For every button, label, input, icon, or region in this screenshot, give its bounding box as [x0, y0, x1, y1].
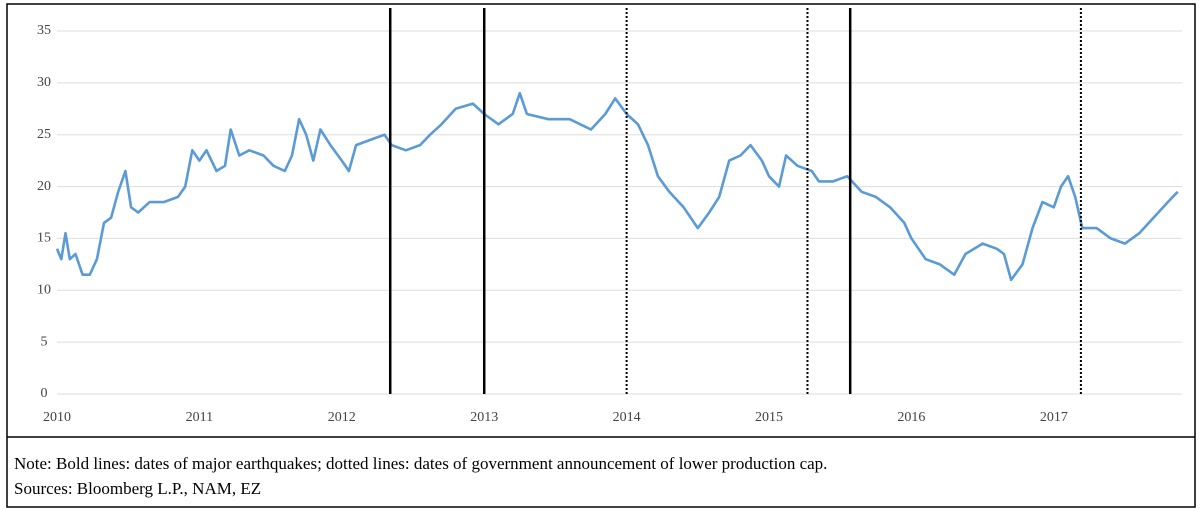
x-tick-label: 2013	[470, 410, 498, 425]
x-tick-label: 2016	[897, 410, 925, 425]
x-tick-label: 2012	[328, 410, 356, 425]
x-tick-label: 2010	[43, 410, 71, 425]
x-tick-label: 2017	[1040, 410, 1068, 425]
y-tick-label: 35	[37, 23, 51, 38]
y-tick-label: 10	[37, 283, 51, 298]
x-tick-label: 2014	[613, 410, 641, 425]
y-tick-label: 15	[37, 231, 51, 246]
y-tick-label: 5	[41, 334, 48, 349]
note: Note: Bold lines: dates of major earthqu…	[14, 454, 827, 473]
y-tick-label: 0	[41, 386, 48, 401]
frame	[6, 3, 1196, 508]
x-tick-label: 2011	[186, 410, 213, 425]
sources: Sources: Bloomberg L.P., NAM, EZ	[14, 479, 261, 498]
y-tick-label: 20	[37, 179, 51, 194]
price-line	[55, 91, 1179, 282]
y-tick-label: 25	[37, 127, 51, 142]
y-tick-label: 30	[37, 75, 51, 90]
x-tick-label: 2015	[755, 410, 783, 425]
